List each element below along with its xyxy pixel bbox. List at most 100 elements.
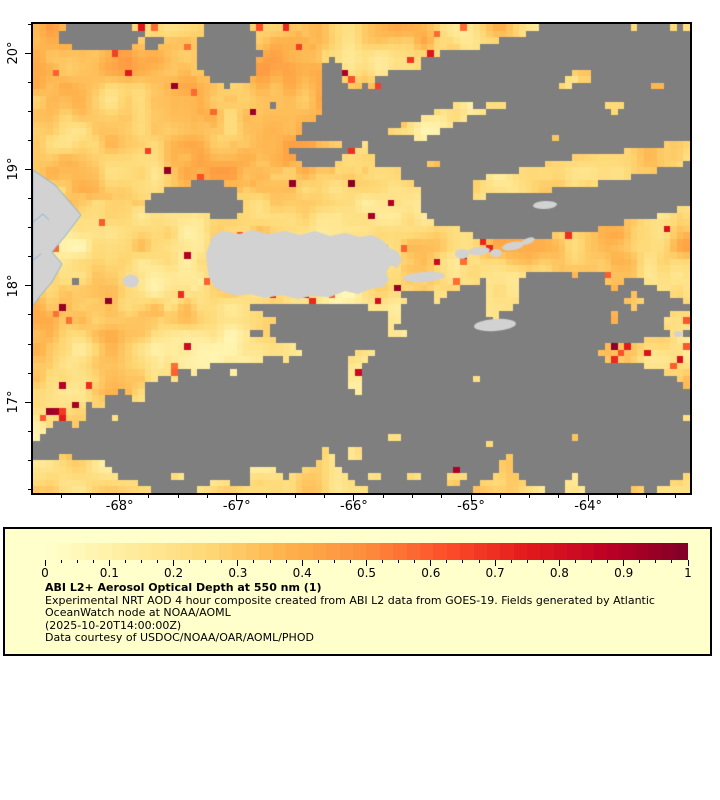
x-major-tick <box>470 495 472 501</box>
colorbar-tick-label: 0.8 <box>549 566 569 580</box>
colorbar-block <box>352 543 367 560</box>
x-tick-label: -68° <box>105 499 134 514</box>
colorbar-block <box>647 543 661 560</box>
y-minor-tick <box>28 459 31 461</box>
x-minor-tick <box>382 495 384 498</box>
colorbar-block <box>607 543 621 560</box>
colorbar-block <box>406 543 420 560</box>
legend-title: ABI L2+ Aerosol Optical Depth at 550 nm … <box>45 581 322 594</box>
colorbar-block <box>540 543 554 560</box>
colorbar-block <box>98 543 112 560</box>
x-major-tick <box>236 495 238 501</box>
legend-description-line-2: OceanWatch node at NOAA/AOML <box>45 606 231 620</box>
x-minor-tick <box>206 495 208 498</box>
aod-map-canvas <box>33 24 690 493</box>
x-minor-tick <box>499 495 501 498</box>
y-minor-tick <box>28 256 31 258</box>
y-major-tick <box>25 168 31 170</box>
colorbar-block <box>419 543 434 560</box>
colorbar-major-tick <box>173 560 175 566</box>
x-minor-tick <box>148 495 150 498</box>
colorbar-tick-label: 1 <box>684 566 692 580</box>
colorbar-minor-tick <box>591 560 593 563</box>
colorbar-minor-tick <box>671 560 673 563</box>
colorbar-block <box>85 543 99 560</box>
x-minor-tick <box>529 495 531 498</box>
x-tick-label: -65° <box>457 499 485 514</box>
y-major-tick <box>25 401 31 403</box>
colorbar-block <box>527 543 541 560</box>
colorbar-block <box>165 543 179 560</box>
colorbar-minor-tick <box>446 560 448 563</box>
colorbar-tick-label: 0.5 <box>356 566 377 580</box>
legend-description-line-1: Experimental NRT AOD 4 hour composite cr… <box>45 593 655 607</box>
y-minor-tick <box>28 430 31 432</box>
colorbar-tick-label: 0.3 <box>228 566 248 580</box>
colorbar-block <box>286 543 300 560</box>
legend-box: 0 0.1 0.2 0.3 0.4 0.5 0.6 0.7 0.8 0.9 1 ABI L2+ Ae… <box>3 527 712 656</box>
colorbar-block <box>326 543 340 560</box>
colorbar-block <box>594 543 608 560</box>
y-minor-tick <box>28 314 31 316</box>
colorbar-block <box>567 543 581 560</box>
colorbar-minor-tick <box>124 560 126 563</box>
colorbar-tick-label: 0.7 <box>485 566 505 580</box>
x-tick-label: -64° <box>574 499 602 514</box>
colorbar-major-tick <box>366 560 367 566</box>
colorbar-block <box>674 543 688 560</box>
colorbar-minor-tick <box>542 560 544 563</box>
colorbar-block <box>433 543 447 560</box>
y-minor-tick <box>28 489 31 490</box>
colorbar-block <box>152 543 166 560</box>
x-major-tick <box>587 495 589 501</box>
legend-text-block: ABI L2+ Aerosol Optical Depth at 550 nm … <box>45 581 655 645</box>
y-minor-tick <box>28 198 31 200</box>
colorbar-minor-tick <box>253 560 255 563</box>
colorbar-major-tick <box>623 560 625 566</box>
x-minor-tick <box>324 495 326 498</box>
y-minor-tick <box>28 139 31 141</box>
colorbar-block <box>634 543 648 560</box>
colorbar-block <box>513 543 528 560</box>
colorbar-block <box>486 543 501 560</box>
colorbar-block <box>272 543 287 560</box>
colorbar-minor-tick <box>526 560 528 563</box>
colorbar-major-tick <box>237 560 239 566</box>
colorbar-minor-tick <box>607 560 609 563</box>
colorbar-minor-tick <box>655 560 657 563</box>
colorbar-major-tick <box>494 560 496 566</box>
colorbar-block <box>339 543 353 560</box>
colorbar-block <box>366 543 380 560</box>
y-tick-label: 17° <box>5 390 21 414</box>
colorbar-block <box>245 543 260 560</box>
y-tick-label: 18° <box>5 274 21 298</box>
x-minor-tick <box>616 495 618 498</box>
colorbar-block <box>312 543 327 560</box>
y-tick-label: 19° <box>5 157 21 181</box>
y-tick-label: 20° <box>5 41 21 65</box>
x-minor-tick <box>411 495 413 498</box>
colorbar-major-tick <box>558 560 560 566</box>
colorbar-tick-label: 0.2 <box>164 566 184 580</box>
colorbar-minor-tick <box>462 560 464 563</box>
colorbar-minor-tick <box>317 560 319 563</box>
x-minor-tick <box>646 495 648 498</box>
colorbar-major-tick <box>430 560 432 566</box>
colorbar-minor-tick <box>76 560 78 563</box>
colorbar-minor-tick <box>398 560 400 563</box>
colorbar-block <box>473 543 487 560</box>
colorbar-minor-tick <box>205 560 207 563</box>
colorbar-minor-tick <box>574 560 576 563</box>
colorbar-block <box>125 543 139 560</box>
x-tick-label: -66° <box>340 499 368 514</box>
y-minor-tick <box>28 23 31 25</box>
colorbar-major-tick <box>44 560 46 566</box>
colorbar-block <box>500 543 514 560</box>
colorbar-major-tick <box>301 560 303 566</box>
colorbar-minor-tick <box>269 560 271 563</box>
colorbar-block <box>446 543 461 560</box>
y-major-tick <box>25 52 31 54</box>
colorbar-block <box>299 543 313 560</box>
colorbar-block <box>393 543 407 560</box>
